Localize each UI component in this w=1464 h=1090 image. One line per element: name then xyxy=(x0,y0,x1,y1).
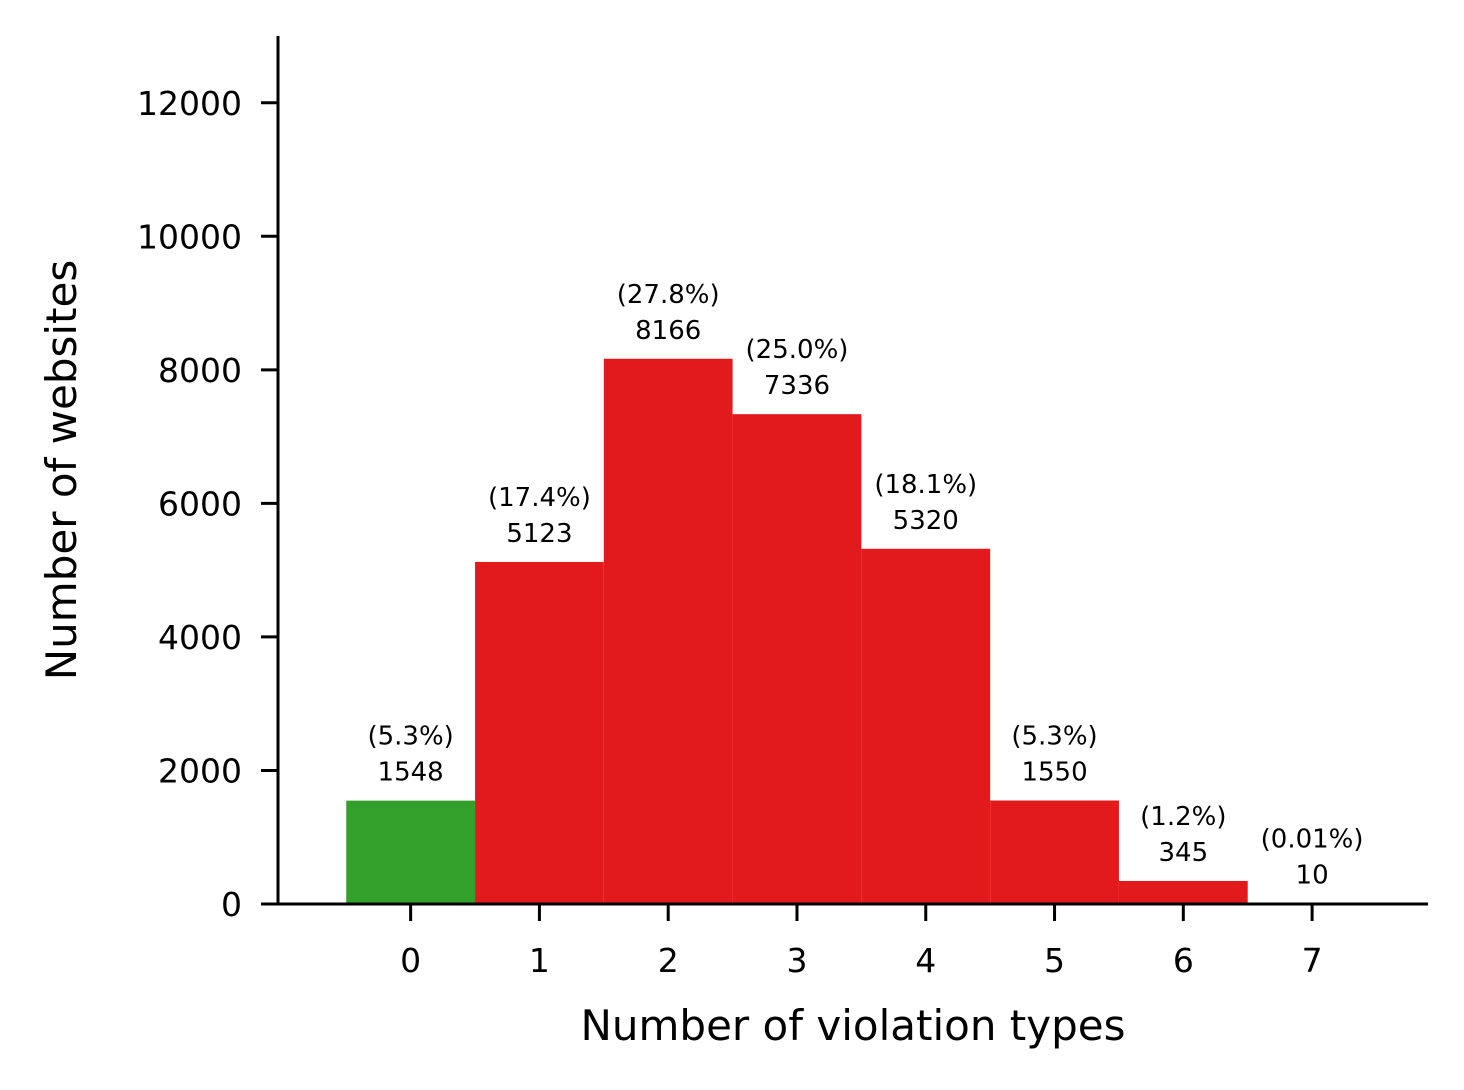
x-tick-label: 2 xyxy=(658,941,679,980)
bar-6 xyxy=(1118,880,1248,904)
bar-2 xyxy=(603,358,733,904)
bar-percent-label-3: (25.0%) xyxy=(746,335,849,365)
x-tick-label: 7 xyxy=(1302,941,1323,980)
bar-value-label-5: 1550 xyxy=(1021,758,1087,788)
bar-labels-group: (5.3%) 1548 (17.4%) 5123 (27.8%) 8166 (25.0%) 7… xyxy=(367,280,1363,891)
bar-percent-label-7: (0.01%) xyxy=(1261,824,1364,854)
bar-percent-label-4: (18.1%) xyxy=(874,470,977,500)
bar-value-label-7: 10 xyxy=(1296,860,1329,890)
bar-percent-label-0: (5.3%) xyxy=(367,722,453,752)
x-axis-title: Number of violation types xyxy=(580,1001,1125,1050)
bars-group xyxy=(346,358,1377,904)
y-tick-label: 6000 xyxy=(158,484,242,523)
x-tick-label: 0 xyxy=(400,941,421,980)
bar-4 xyxy=(861,548,991,904)
x-ticks-group: 0 1 2 3 4 5 6 7 xyxy=(400,904,1323,980)
y-tick-label: 10000 xyxy=(137,217,242,256)
x-tick-label: 5 xyxy=(1044,941,1065,980)
bar-1 xyxy=(475,561,604,904)
x-tick-label: 1 xyxy=(529,941,550,980)
bar-0 xyxy=(346,800,476,904)
bar-value-label-2: 8166 xyxy=(635,316,701,346)
bar-percent-label-5: (5.3%) xyxy=(1011,722,1097,752)
y-tick-label: 12000 xyxy=(137,84,242,123)
bar-percent-label-1: (17.4%) xyxy=(488,483,591,513)
x-tick-label: 3 xyxy=(786,941,807,980)
bar-value-label-1: 5123 xyxy=(506,519,572,549)
y-ticks-group: 0 2000 4000 6000 8000 10000 12000 xyxy=(137,84,278,924)
y-tick-label: 8000 xyxy=(158,351,242,390)
y-tick-label: 2000 xyxy=(158,751,242,790)
bar-value-label-4: 5320 xyxy=(893,506,959,536)
y-axis-title: Number of websites xyxy=(37,260,86,681)
bar-percent-label-2: (27.8%) xyxy=(617,280,720,310)
x-tick-label: 6 xyxy=(1173,941,1194,980)
bar-value-label-0: 1548 xyxy=(378,758,444,788)
bar-5 xyxy=(990,800,1119,904)
bar-value-label-3: 7336 xyxy=(764,371,830,401)
y-tick-label: 0 xyxy=(221,885,242,924)
bar-3 xyxy=(732,414,862,904)
x-tick-label: 4 xyxy=(915,941,936,980)
bar-percent-label-6: (1.2%) xyxy=(1140,802,1226,832)
bar-value-label-6: 345 xyxy=(1158,838,1208,868)
y-tick-label: 4000 xyxy=(158,618,242,657)
